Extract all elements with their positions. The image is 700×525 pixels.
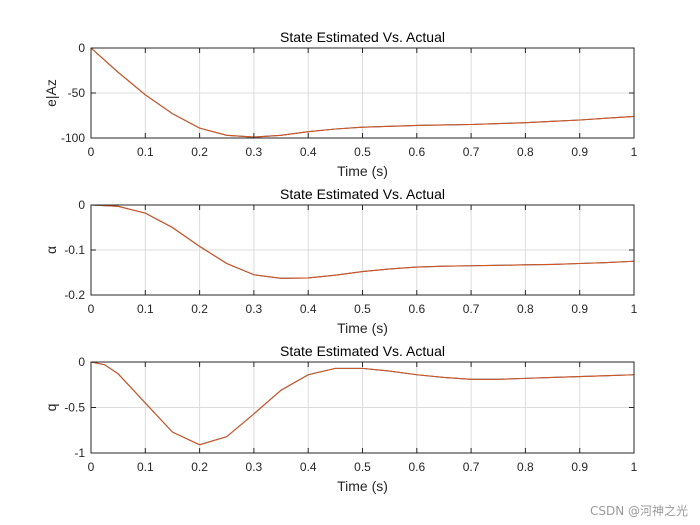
series-line-actual [90,361,635,446]
x-tick-label: 0.1 [137,460,154,474]
x-tick-label: 1 [631,460,638,474]
x-tick-label: 0.1 [137,302,154,316]
x-tick-label: 0.5 [354,145,371,159]
x-tick-label: 0.5 [354,302,371,316]
subplot-3: 0 0.1 0.2 0.3 0.4 0.5 0.6 0.7 0.8 0.9 1 -1 -0.5 0 Stat… [43,343,638,494]
x-tick-label: 0.3 [246,460,263,474]
chart-title: State Estimated Vs. Actual [280,29,445,45]
x-tick-label: 1 [631,302,638,316]
x-tick-label: 0.4 [300,145,317,159]
y-tick-label: -0.5 [64,401,85,415]
x-tick-label: 0.7 [463,302,480,316]
y-tick-label: -50 [68,86,86,100]
x-tick-label: 0.2 [191,145,208,159]
x-tick-label: 0.4 [300,460,317,474]
x-tick-label: 0 [88,302,95,316]
chart-title: State Estimated Vs. Actual [280,343,445,359]
x-tick-label: 0 [88,145,95,159]
x-tick-label: 0.9 [571,460,588,474]
series-line-actual [90,47,635,138]
subplot-2: 0 0.1 0.2 0.3 0.4 0.5 0.6 0.7 0.8 0.9 1 -0.2 -0.1 0 St… [43,186,638,336]
x-tick-label: 0.9 [571,302,588,316]
x-tick-label: 1 [631,145,638,159]
x-tick-label: 0.9 [571,145,588,159]
x-tick-label: 0.6 [408,460,425,474]
x-tick-label: 0.6 [408,145,425,159]
x-axis-label: Time (s) [337,478,388,494]
chart-title: State Estimated Vs. Actual [280,186,445,202]
x-tick-label: 0.2 [191,460,208,474]
y-axis-label: α [43,246,59,254]
watermark: CSDN @河神之光 [589,504,688,518]
x-tick-label: 0.7 [463,460,480,474]
y-tick-label: -0.1 [64,243,85,257]
x-tick-label: 0.3 [246,145,263,159]
y-tick-label: -100 [61,131,85,145]
y-tick-label: -0.2 [64,288,85,302]
y-axis-label: q [43,404,59,412]
x-tick-label: 0.8 [517,302,534,316]
x-tick-label: 0.5 [354,460,371,474]
subplot-1: 0 0.1 0.2 0.3 0.4 0.5 0.6 0.7 0.8 0.9 1 -100 -50 0 Sta… [43,29,638,179]
x-tick-label: 0 [88,460,95,474]
y-tick-label: -1 [74,446,85,460]
y-tick-label: 0 [78,355,85,369]
x-tick-label: 0.2 [191,302,208,316]
x-tick-label: 0.1 [137,145,154,159]
y-tick-label: 0 [78,198,85,212]
x-axis-label: Time (s) [337,320,388,336]
x-axis-label: Time (s) [337,163,388,179]
y-tick-label: 0 [78,41,85,55]
x-tick-label: 0.4 [300,302,317,316]
x-tick-label: 0.7 [463,145,480,159]
x-tick-label: 0.3 [246,302,263,316]
x-tick-label: 0.8 [517,460,534,474]
x-tick-label: 0.6 [408,302,425,316]
series-line-actual [90,204,635,279]
x-tick-label: 0.8 [517,145,534,159]
y-axis-label: e|Az [43,79,59,107]
